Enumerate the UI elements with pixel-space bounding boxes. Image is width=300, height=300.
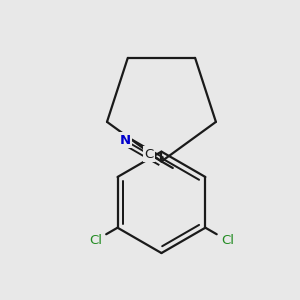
Text: Cl: Cl bbox=[221, 234, 234, 247]
Text: Cl: Cl bbox=[89, 234, 102, 247]
Text: C: C bbox=[144, 148, 153, 160]
Text: N: N bbox=[119, 134, 130, 147]
